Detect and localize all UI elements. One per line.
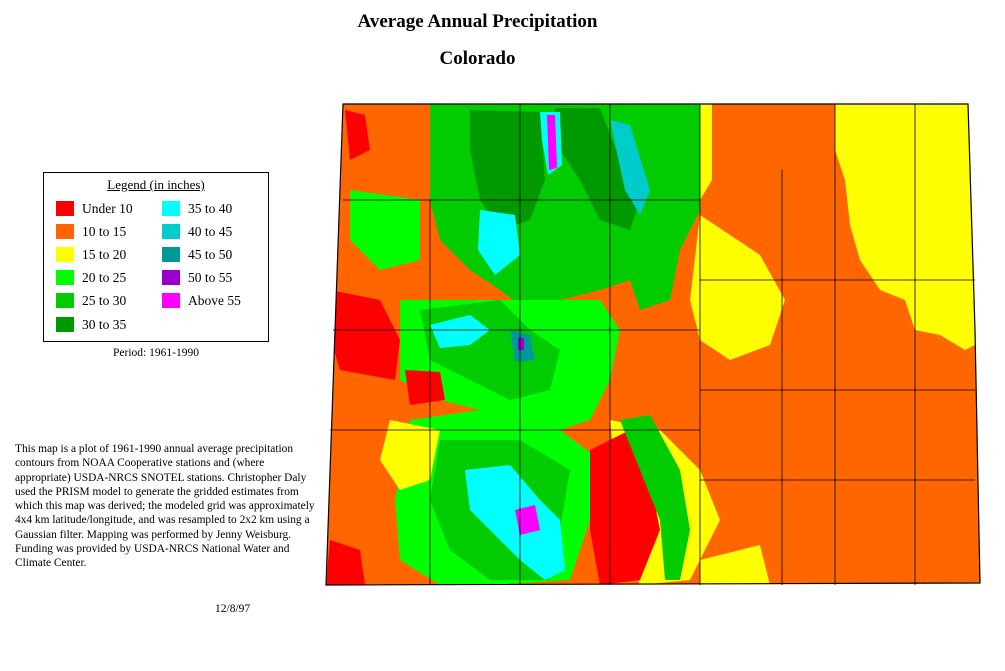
map-date: 12/8/97 [215,603,251,615]
legend-label: Above 55 [188,293,241,308]
zone-25-30-sangre [620,415,690,580]
zone-under-10-west [405,370,445,405]
legend-item-45-50: 45 to 50 [162,246,232,263]
zone-15-20-northeast [835,104,975,350]
legend-label: 40 to 45 [188,224,233,239]
legend-box: Legend (in inches) Under 10 10 to 15 15 … [43,172,269,342]
legend-title: Legend (in inches) [107,177,205,192]
county-boundaries [330,104,975,585]
legend-label: 20 to 25 [82,270,127,285]
legend-swatch [162,247,180,262]
legend-item-20-25: 20 to 25 [56,269,126,286]
legend-label: 45 to 50 [188,247,233,262]
zone-30-35-north-range [555,108,640,230]
legend-item-25-30: 25 to 30 [56,292,126,309]
legend-item-50-55: 50 to 55 [162,269,232,286]
legend-swatch [162,224,180,239]
map-subtitle: Colorado [439,48,516,69]
legend-item-15-20: 15 to 20 [56,246,126,263]
legend-item-10-15: 10 to 15 [56,223,126,240]
legend-label: 50 to 55 [188,270,233,285]
period-label: Period: 1961-1990 [113,347,199,359]
map-title: Average Annual Precipitation [357,11,598,32]
legend-swatch [56,270,74,285]
zone-15-20-west [380,420,440,490]
zone-under-10-southwest [326,540,365,585]
legend-item-40-45: 40 to 45 [162,223,232,240]
legend-swatch [56,224,74,239]
legend-item-30-35: 30 to 35 [56,316,126,333]
legend-swatch [162,270,180,285]
zone-20-25-northwest [350,190,420,270]
zone-35-40-flat-tops [478,210,520,275]
legend-item-35-40: 35 to 40 [162,200,232,217]
legend-swatch [56,317,74,332]
legend-item-under-10: Under 10 [56,200,133,217]
map-description: This map is a plot of 1961-1990 annual a… [15,443,315,570]
legend-label: Under 10 [82,201,133,216]
zone-under-10-northwest [345,110,370,160]
legend-label: 30 to 35 [82,317,127,332]
zone-40-45-front-range [610,120,650,215]
zone-above-55-san-juans [515,505,540,535]
legend-label: 35 to 40 [188,201,233,216]
legend-label: 15 to 20 [82,247,127,262]
precipitation-zones [326,104,980,585]
zone-35-40-grand-mesa [430,315,490,348]
legend-swatch [162,293,180,308]
legend-swatch [56,293,74,308]
zone-above-55-park-range [547,115,557,170]
legend-swatch [56,247,74,262]
legend-label: 25 to 30 [82,293,127,308]
zone-15-20-southeast [700,545,770,585]
zone-35-40-san-juans [465,465,565,580]
zone-15-20-front-range-east [690,215,785,360]
legend-label: 10 to 15 [82,224,127,239]
state-outline [325,103,981,586]
zone-50-55-elk-mtns [518,338,524,350]
legend-item-above-55: Above 55 [162,292,241,309]
legend-swatch [162,201,180,216]
zone-under-10-grand-valley [328,290,400,380]
legend-swatch [56,201,74,216]
